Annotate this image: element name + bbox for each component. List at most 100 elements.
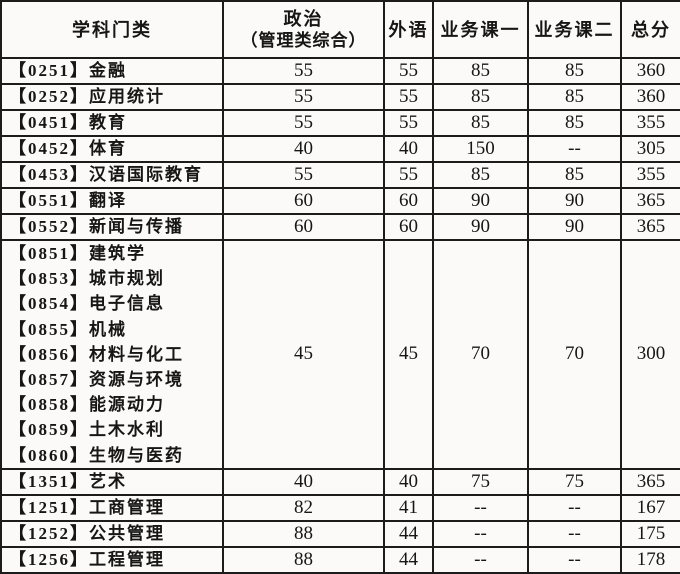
header-cell-foreign-language: 外语 bbox=[383, 0, 434, 59]
table-row: 【0252】应用统计 55 55 85 85 360 bbox=[0, 83, 680, 111]
cell-course1: 90 bbox=[432, 213, 529, 241]
category-line: 【0857】资源与环境 bbox=[9, 370, 184, 390]
cell-course1: 150 bbox=[432, 135, 529, 163]
table-row: 【1256】工程管理 88 44 -- -- 178 bbox=[0, 545, 680, 574]
header-course1-label: 业务课一 bbox=[440, 19, 521, 40]
cell-total: 360 bbox=[620, 57, 680, 85]
cell-category: 【0452】体育 bbox=[0, 135, 224, 163]
category-line: 【0856】材料与化工 bbox=[9, 344, 184, 364]
cell-course1: -- bbox=[432, 519, 529, 548]
cell-total: 365 bbox=[620, 467, 680, 496]
category-line: 【0854】电子信息 bbox=[9, 294, 165, 314]
cell-category-group: 【0851】建筑学 【0853】城市规划 【0854】电子信息 【0855】机械… bbox=[0, 239, 224, 470]
cell-course2: -- bbox=[527, 493, 622, 522]
table-row: 【0451】教育 55 55 85 85 355 bbox=[0, 109, 680, 137]
cell-total: 305 bbox=[620, 135, 680, 163]
category-line: 【0851】建筑学 bbox=[9, 244, 146, 263]
cell-foreign-language: 60 bbox=[383, 213, 434, 241]
cell-politics: 88 bbox=[222, 519, 385, 548]
header-politics-line2: （管理类综合） bbox=[240, 30, 367, 50]
cell-foreign-language: 55 bbox=[383, 83, 434, 111]
cell-category: 【1351】艺术 bbox=[0, 467, 224, 496]
table-row: 【1251】工商管理 82 41 -- -- 167 bbox=[0, 493, 680, 522]
cell-course1: 70 bbox=[432, 239, 529, 470]
cell-course1: 85 bbox=[432, 83, 529, 111]
cell-total: 178 bbox=[620, 545, 680, 574]
cell-category: 【1252】公共管理 bbox=[0, 519, 224, 548]
cell-politics: 60 bbox=[222, 213, 385, 241]
cell-category: 【0251】金融 bbox=[0, 57, 224, 85]
cell-total: 167 bbox=[620, 493, 680, 522]
header-cell-total: 总分 bbox=[620, 0, 680, 59]
cell-course1: -- bbox=[432, 545, 529, 574]
category-line: 【0855】机械 bbox=[9, 319, 127, 339]
header-politics-line1: 政治 bbox=[283, 8, 324, 29]
cell-course2: 90 bbox=[527, 213, 622, 241]
cell-course1: 90 bbox=[432, 187, 529, 215]
cell-total: 300 bbox=[620, 239, 680, 470]
cell-course1: 75 bbox=[432, 467, 529, 496]
header-row: 学科门类 政治 （管理类综合） 外语 业务课一 业务课二 总分 bbox=[0, 0, 680, 59]
cell-foreign-language: 44 bbox=[383, 519, 434, 548]
cell-course2: 85 bbox=[527, 109, 622, 137]
cell-foreign-language: 44 bbox=[383, 545, 434, 574]
cell-foreign-language: 45 bbox=[383, 239, 434, 470]
cell-category: 【0552】新闻与传播 bbox=[0, 213, 224, 241]
cell-politics: 40 bbox=[222, 467, 385, 496]
table-row: 【0251】金融 55 55 85 85 360 bbox=[0, 57, 680, 85]
table-row-merged-engineering: 【0851】建筑学 【0853】城市规划 【0854】电子信息 【0855】机械… bbox=[0, 239, 680, 470]
cell-foreign-language: 55 bbox=[383, 57, 434, 85]
cell-course2: 85 bbox=[527, 83, 622, 111]
header-cell-course2: 业务课二 bbox=[527, 0, 622, 59]
header-cell-course1: 业务课一 bbox=[432, 0, 529, 59]
cell-category: 【0451】教育 bbox=[0, 109, 224, 137]
table-row: 【0552】新闻与传播 60 60 90 90 365 bbox=[0, 213, 680, 241]
cell-politics: 88 bbox=[222, 545, 385, 574]
cell-course1: 85 bbox=[432, 109, 529, 137]
cell-politics: 82 bbox=[222, 493, 385, 522]
cell-politics: 55 bbox=[222, 83, 385, 111]
cell-foreign-language: 60 bbox=[383, 187, 434, 215]
header-foreign-label: 外语 bbox=[388, 19, 429, 40]
table-row: 【0452】体育 40 40 150 -- 305 bbox=[0, 135, 680, 163]
cell-foreign-language: 55 bbox=[383, 161, 434, 189]
cell-course1: -- bbox=[432, 493, 529, 522]
table-row: 【1252】公共管理 88 44 -- -- 175 bbox=[0, 519, 680, 548]
cell-foreign-language: 41 bbox=[383, 493, 434, 522]
header-total-label: 总分 bbox=[631, 19, 671, 40]
cell-total: 175 bbox=[620, 519, 680, 548]
cell-politics: 40 bbox=[222, 135, 385, 163]
cell-course2: 75 bbox=[527, 467, 622, 496]
category-line: 【0860】生物与医药 bbox=[9, 445, 184, 465]
cell-category: 【1256】工程管理 bbox=[0, 545, 224, 574]
cell-course1: 85 bbox=[432, 57, 529, 85]
cell-politics: 45 bbox=[222, 239, 385, 470]
cell-foreign-language: 55 bbox=[383, 109, 434, 137]
category-line: 【0859】土木水利 bbox=[9, 420, 165, 440]
cell-total: 355 bbox=[620, 161, 680, 189]
table-row: 【0551】翻译 60 60 90 90 365 bbox=[0, 187, 680, 215]
table-row: 【0453】汉语国际教育 55 55 85 85 355 bbox=[0, 161, 680, 189]
cell-total: 360 bbox=[620, 83, 680, 111]
cell-politics: 55 bbox=[222, 57, 385, 85]
cell-politics: 60 bbox=[222, 187, 385, 215]
cell-category: 【0453】汉语国际教育 bbox=[0, 161, 224, 189]
header-cell-politics: 政治 （管理类综合） bbox=[222, 0, 385, 59]
cell-foreign-language: 40 bbox=[383, 467, 434, 496]
header-cell-category: 学科门类 bbox=[0, 0, 224, 59]
cell-foreign-language: 40 bbox=[383, 135, 434, 163]
cell-course2: -- bbox=[527, 545, 622, 574]
cell-politics: 55 bbox=[222, 109, 385, 137]
cell-category: 【0252】应用统计 bbox=[0, 83, 224, 111]
cell-total: 355 bbox=[620, 109, 680, 137]
cell-total: 365 bbox=[620, 187, 680, 215]
cell-course2: 70 bbox=[527, 239, 622, 470]
cell-category: 【1251】工商管理 bbox=[0, 493, 224, 522]
cell-total: 365 bbox=[620, 213, 680, 241]
cell-course2: 85 bbox=[527, 161, 622, 189]
cell-course2: -- bbox=[527, 519, 622, 548]
category-line: 【0853】城市规划 bbox=[9, 269, 165, 289]
cell-course2: 90 bbox=[527, 187, 622, 215]
